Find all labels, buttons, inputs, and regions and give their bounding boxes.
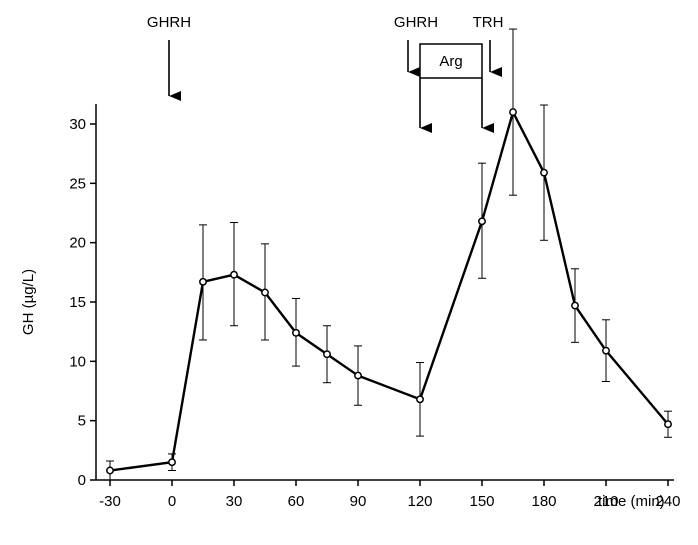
arg-annotation-label: Arg [439, 53, 462, 70]
y-tick-label: 25 [69, 175, 86, 192]
data-point [323, 350, 331, 359]
annotations: GHRH GHRH TRH Arg [147, 14, 504, 133]
trh-annotation-label: TRH [473, 14, 504, 31]
data-point [509, 108, 517, 117]
data-point [168, 458, 176, 467]
axes: 0 5 10 15 20 25 30 -30 0 30 60 90 120 150 180 210 240 [69, 104, 681, 510]
data-point [416, 395, 424, 404]
x-tick-label: 0 [168, 493, 176, 510]
data-point [540, 168, 548, 177]
y-tick-label: 0 [78, 472, 86, 489]
data-point [664, 420, 672, 429]
ghrh-annotation-label: GHRH [394, 14, 438, 31]
y-tick-label: 15 [69, 294, 86, 311]
data-point [478, 217, 486, 226]
x-tick-label: 60 [288, 493, 305, 510]
data-point [261, 288, 269, 297]
y-tick-label: 20 [69, 235, 86, 252]
x-tick-label: 90 [350, 493, 367, 510]
x-axis-label: time (min) [598, 493, 665, 510]
y-tick-label: 10 [69, 353, 86, 370]
x-tick-label: 30 [226, 493, 243, 510]
x-tick-label: 180 [531, 493, 556, 510]
data-point [354, 371, 362, 380]
x-tick-label: 240 [655, 493, 680, 510]
data-point [292, 328, 300, 337]
series [106, 108, 672, 475]
y-tick-label: 30 [69, 116, 86, 133]
error-bars [106, 28, 672, 481]
data-point [106, 466, 114, 475]
data-point [571, 301, 579, 310]
y-tick-label: 5 [78, 413, 86, 430]
arg-box [419, 43, 483, 79]
series-line [109, 110, 669, 472]
x-tick-label: -30 [99, 493, 121, 510]
data-point [602, 346, 610, 355]
y-axis-label: GH (µg/L) [20, 269, 37, 335]
data-point [199, 277, 207, 286]
x-tick-label: 120 [407, 493, 432, 510]
x-tick-label: 210 [593, 493, 618, 510]
ghrh-annotation-label: GHRH [147, 14, 191, 31]
data-point [230, 270, 238, 279]
x-tick-label: 150 [469, 493, 494, 510]
